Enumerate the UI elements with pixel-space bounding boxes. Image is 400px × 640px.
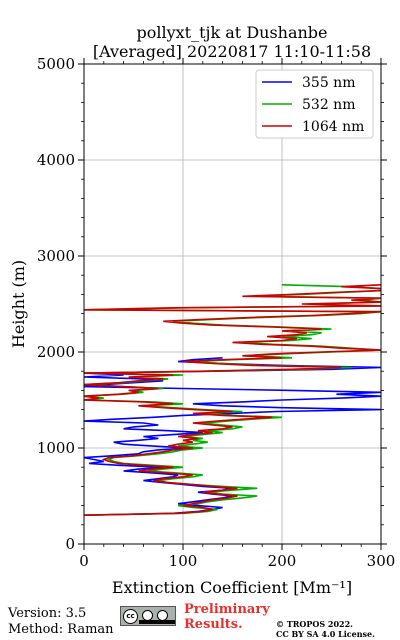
y-tick-label: 4000 bbox=[37, 151, 75, 169]
legend-box bbox=[255, 69, 374, 139]
version-text: Version: 3.5 bbox=[8, 606, 87, 621]
y-tick-label: 1000 bbox=[37, 439, 75, 457]
series-line-1064-nm bbox=[84, 284, 381, 516]
y-tick-label: 3000 bbox=[37, 247, 75, 265]
cc-license-badge: cc bbox=[120, 606, 176, 626]
legend-label-532: 532 nm bbox=[302, 97, 355, 113]
y-tick-label: 5000 bbox=[37, 55, 75, 73]
x-axis-label: Extinction Coefficient [Mm⁻¹] bbox=[112, 578, 352, 597]
y-axis-label: Height (m) bbox=[9, 260, 28, 348]
chart-subtitle: [Averaged] 20220817 11:10-11:58 bbox=[93, 42, 371, 61]
preliminary-line-2: Results. bbox=[184, 617, 243, 632]
chart-title: pollyxt_tjk at Dushanbe bbox=[136, 23, 327, 42]
plot-frame bbox=[83, 63, 382, 545]
y-tick-label: 2000 bbox=[37, 343, 75, 361]
series-layer bbox=[84, 284, 381, 516]
series-line-532-nm bbox=[84, 284, 381, 516]
chart: pollyxt_tjk at Dushanbe [Averaged] 20220… bbox=[9, 23, 396, 597]
legend-label-355: 355 nm bbox=[302, 75, 355, 91]
copyright-line-2: CC BY SA 4.0 License. bbox=[276, 629, 375, 639]
version-info: Version: 3.5 Method: Raman bbox=[8, 606, 114, 638]
legend-label-1064: 1064 nm bbox=[302, 119, 364, 135]
y-tick-label: 0 bbox=[65, 535, 75, 553]
x-tick-label: 200 bbox=[268, 552, 297, 570]
copyright-notice: © TROPOS 2022. CC BY SA 4.0 License. bbox=[276, 619, 375, 639]
preliminary-notice: Preliminary Results. bbox=[184, 602, 270, 632]
method-text: Method: Raman bbox=[8, 622, 114, 637]
x-tick-label: 300 bbox=[367, 552, 396, 570]
legend: 355 nm 532 nm 1064 nm bbox=[255, 69, 374, 139]
copyright-line-1: © TROPOS 2022. bbox=[276, 619, 353, 629]
x-tick-label: 0 bbox=[79, 552, 89, 570]
cc-icon: cc bbox=[123, 609, 138, 624]
x-tick-label: 100 bbox=[169, 552, 198, 570]
cc-badge-bar bbox=[139, 620, 175, 624]
preliminary-line-1: Preliminary bbox=[184, 602, 270, 617]
